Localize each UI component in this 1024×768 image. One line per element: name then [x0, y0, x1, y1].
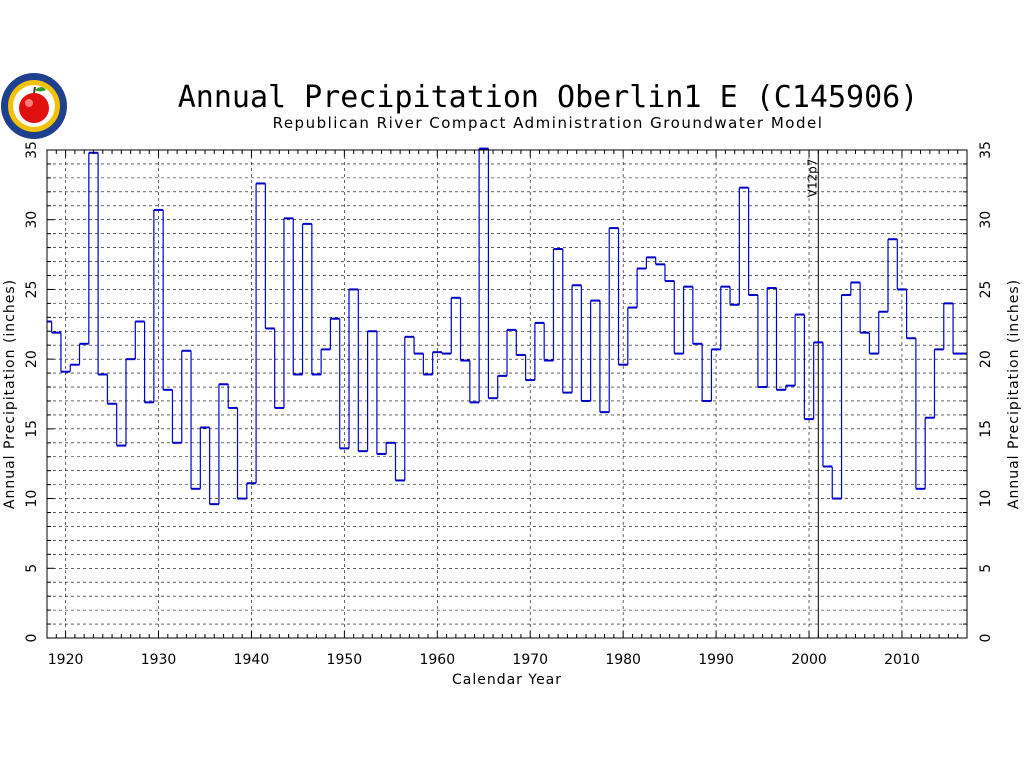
- chart-subtitle: Republican River Compact Administration …: [273, 114, 824, 132]
- y-tick-label-right: 35: [978, 141, 994, 159]
- y-tick-label-left: 35: [24, 141, 40, 159]
- x-axis-label: Calendar Year: [452, 672, 562, 688]
- grid-lines: [47, 149, 967, 639]
- x-tick-label: 1960: [419, 652, 455, 668]
- y-tick-label-right: 15: [978, 420, 994, 438]
- y-tick-label-left: 20: [24, 350, 40, 368]
- y-tick-label-right: 30: [978, 211, 994, 229]
- precipitation-series: [47, 147, 967, 506]
- plot-frame: [46, 149, 968, 639]
- x-tick-label: 1930: [141, 652, 177, 668]
- axis-ticks: [46, 149, 968, 639]
- y-tick-label-left: 30: [24, 211, 40, 229]
- x-tick-label: 1990: [698, 652, 734, 668]
- y-tick-label-right: 10: [978, 490, 994, 508]
- x-tick-label: 1970: [512, 652, 548, 668]
- y-tick-label-right: 5: [978, 564, 994, 573]
- y-tick-label-left: 5: [24, 564, 40, 573]
- rrca-logo: [1, 73, 67, 139]
- y-axis-label-right: Annual Precipitation (inches): [1006, 279, 1022, 509]
- version-marker: V12p7: [805, 150, 819, 638]
- x-tick-label: 1940: [234, 652, 270, 668]
- version-marker-label: V12p7: [805, 159, 819, 198]
- x-tick-label: 2000: [791, 652, 827, 668]
- y-tick-label-left: 0: [24, 634, 40, 643]
- chart-title: Annual Precipitation Oberlin1 E (C145906…: [178, 80, 919, 115]
- y-tick-label-left: 25: [24, 281, 40, 299]
- x-tick-label: 1980: [605, 652, 641, 668]
- y-tick-label-right: 0: [978, 634, 994, 643]
- x-tick-label: 1950: [327, 652, 363, 668]
- y-tick-label-right: 25: [978, 281, 994, 299]
- y-axis-label-left: Annual Precipitation (inches): [2, 279, 18, 509]
- tick-labels: 1920 1930 1940 1950 1960 1970 1980 1990 2000 2010…: [24, 141, 994, 668]
- y-tick-label-left: 10: [24, 490, 40, 508]
- y-tick-label-left: 15: [24, 420, 40, 438]
- x-tick-label: 1920: [48, 652, 84, 668]
- x-tick-label: 2010: [884, 652, 920, 668]
- y-tick-label-right: 20: [978, 350, 994, 368]
